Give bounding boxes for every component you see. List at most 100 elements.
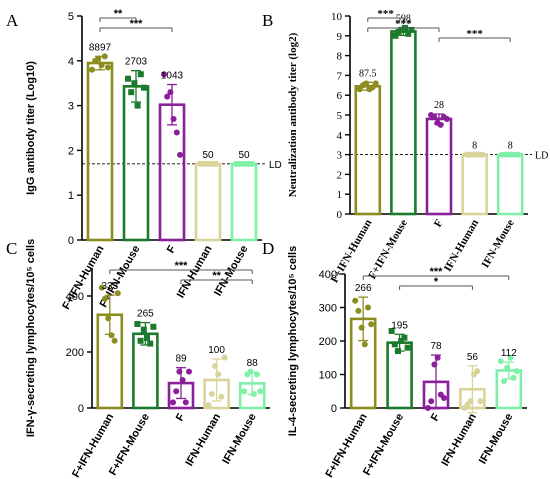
significance-label: *	[434, 276, 439, 288]
data-point	[388, 327, 395, 334]
data-point	[401, 334, 408, 341]
significance-label: **	[114, 8, 123, 20]
bar	[230, 162, 258, 242]
y-tick-label: 10	[331, 11, 343, 23]
data-point	[441, 394, 447, 401]
significance-label: ***	[466, 28, 483, 40]
data-point	[431, 113, 438, 120]
bar	[86, 61, 114, 242]
y-tick-label: 2	[337, 169, 343, 181]
panel-b: B 0 1 2 3 4 5 6 7 8 9 10 Neutralization antibody tit…	[262, 8, 548, 285]
y-tick-label: 8	[337, 51, 343, 63]
y-tick-label: 5	[68, 11, 74, 23]
y-tick-label: 4	[337, 130, 343, 142]
panel-letter: D	[262, 239, 274, 258]
data-point	[391, 341, 398, 348]
data-point	[144, 335, 150, 341]
bar	[425, 117, 453, 216]
data-point	[477, 398, 484, 405]
category-label: F	[429, 411, 443, 423]
data-point	[249, 160, 255, 167]
data-point	[247, 368, 254, 375]
data-point	[250, 391, 257, 397]
data-point	[404, 344, 411, 351]
panel-d: D 0 100 200 300 400 IL-4-secreting lymphocytes…	[262, 239, 527, 479]
y-tick-label: 5	[337, 110, 343, 122]
data-point	[215, 371, 222, 378]
data-point	[125, 75, 131, 82]
y-tick-label: 1	[337, 189, 343, 201]
data-point	[131, 80, 138, 87]
value-label: 8	[508, 141, 513, 152]
panel-letter: A	[6, 11, 19, 30]
data-point	[111, 337, 118, 344]
bar	[461, 153, 488, 216]
data-point	[428, 398, 435, 405]
detection-limit-label: LD	[269, 160, 282, 171]
data-point	[186, 368, 192, 375]
value-label: 89	[175, 354, 187, 365]
y-tick-label: 400	[319, 269, 337, 281]
data-point	[467, 398, 474, 405]
data-point	[140, 326, 147, 333]
value-label: 28	[434, 100, 444, 111]
data-point	[501, 378, 507, 385]
bar	[354, 84, 382, 216]
value-label: 112	[501, 348, 517, 359]
data-point	[431, 361, 438, 368]
y-tick-label: 0	[331, 403, 337, 415]
data-point	[173, 388, 180, 395]
y-tick-label: 0	[337, 209, 343, 221]
data-point	[372, 80, 379, 87]
data-point	[241, 388, 248, 395]
data-point	[105, 64, 111, 71]
y-tick-label: 300	[319, 303, 337, 315]
data-point	[212, 363, 218, 369]
value-label: 50	[238, 150, 250, 161]
data-point	[177, 151, 183, 158]
y-axis-label: IFN-γ-secreting lymphocytes/10⁵ cells	[25, 239, 37, 437]
data-point	[408, 26, 415, 33]
data-point	[179, 377, 186, 383]
value-label: 78	[430, 341, 442, 352]
category-label: IFN-Human	[442, 218, 481, 274]
data-point	[176, 368, 183, 375]
y-axis-label: Neutralization antibody titer (log2)	[287, 32, 299, 197]
data-point	[137, 337, 144, 344]
value-label: 8897	[89, 42, 112, 53]
data-point	[173, 129, 180, 136]
category-label: F+IFN-Mouse	[366, 217, 410, 281]
data-point	[167, 89, 174, 96]
significance-label: **	[212, 270, 221, 282]
y-axis-label: IL-4-secreting lymphocytes/10⁵ cells	[287, 246, 299, 436]
data-point	[368, 321, 375, 328]
value-label: 88	[247, 358, 259, 369]
data-point	[205, 402, 212, 409]
category-label: IFN-Mouse	[220, 412, 259, 467]
y-tick-label: 2	[68, 145, 74, 157]
data-point	[208, 391, 215, 397]
y-tick-label: 0	[78, 403, 84, 415]
data-point	[513, 368, 520, 375]
value-label: 266	[355, 283, 372, 294]
data-point	[134, 321, 141, 327]
y-tick-label: 0	[68, 235, 74, 247]
y-tick-label: 400	[66, 291, 84, 303]
value-label: 8	[472, 141, 477, 152]
data-point	[355, 307, 362, 314]
data-point	[352, 297, 359, 304]
data-point	[395, 28, 402, 35]
data-point	[218, 393, 225, 400]
panel-letter: C	[6, 239, 17, 258]
data-point	[134, 102, 141, 109]
data-point	[437, 121, 444, 128]
significance-label: ***	[395, 18, 412, 30]
category-label: IFN-Human	[183, 411, 223, 468]
data-point	[405, 30, 412, 37]
data-point	[474, 368, 481, 375]
data-point	[114, 290, 121, 297]
significance-label: ***	[377, 8, 394, 20]
data-point	[358, 324, 365, 331]
y-tick-label: 200	[66, 347, 84, 359]
